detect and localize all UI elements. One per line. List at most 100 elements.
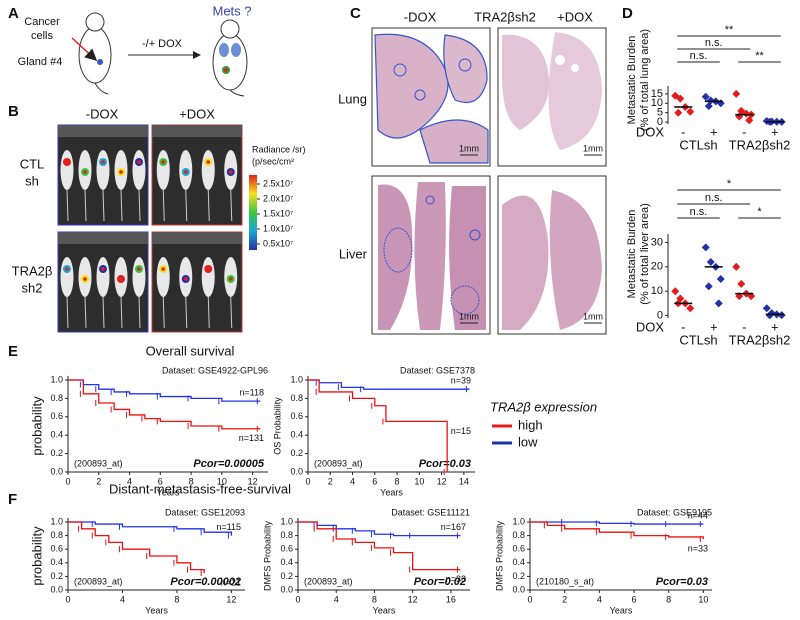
signal <box>161 267 166 271</box>
mouse-tail <box>102 296 105 329</box>
mouse <box>201 150 215 190</box>
y-tick-label: 0 <box>657 116 663 128</box>
y-tick-label: 0.2 <box>290 448 303 458</box>
x-tick-label: 12 <box>437 476 447 486</box>
n-label: n=118 <box>239 388 264 398</box>
x-axis-label: Years <box>373 605 396 615</box>
y-tick-label: 10 <box>651 285 663 297</box>
n-label: n=33 <box>446 574 466 584</box>
treatment-label: -/+ DOX <box>142 38 183 50</box>
y-tick-label: 0.4 <box>280 557 293 567</box>
mouse-tail <box>230 296 233 329</box>
survival-curve <box>530 521 704 525</box>
x-axis-label: Years <box>610 605 633 615</box>
x-tick-label: + <box>710 319 718 334</box>
mouse-tail <box>185 189 188 222</box>
legend-label: low <box>518 434 538 449</box>
mouse-tail <box>162 189 165 222</box>
y-axis-label: Metastatic Burden <box>626 210 638 299</box>
y-tick-label: 0.4 <box>50 557 63 567</box>
y-tick-label: 0.8 <box>50 530 63 540</box>
y-tick-label: 0.0 <box>512 584 525 594</box>
mouse-tail <box>207 296 210 329</box>
probe-label: (200893_at) <box>74 458 123 468</box>
y-tick-label: 20 <box>651 261 663 273</box>
section-heading: Distant-metastasis-free-survival <box>109 481 291 496</box>
x-tick-label: 12 <box>226 594 236 604</box>
x-tick-label: 8 <box>395 476 400 486</box>
group-label: CTLsh <box>679 332 717 347</box>
signal <box>161 160 166 164</box>
y-tick-label: 0.2 <box>50 571 63 581</box>
significance-label: * <box>727 178 732 190</box>
signal <box>228 277 233 281</box>
mouse <box>132 257 146 297</box>
x-tick-label: 8 <box>372 594 377 604</box>
data-point <box>671 287 680 296</box>
mouse-tail <box>185 296 188 329</box>
y-tick-label: 15 <box>651 88 663 100</box>
stat-label: Pcor=0.02 <box>414 576 466 588</box>
chart-title: Dataset: GSE12093 <box>165 507 245 517</box>
survival-curve <box>68 379 261 430</box>
survival-curve <box>308 379 448 472</box>
pointer-arrow <box>71 37 98 62</box>
y-tick-label: 0.2 <box>512 571 525 581</box>
survival-curve <box>308 379 470 390</box>
data-point <box>676 94 685 103</box>
x-tick-label: 12 <box>408 594 418 604</box>
data-point <box>732 89 741 98</box>
signal <box>65 267 69 271</box>
probe-label: (200893_at) <box>74 576 123 586</box>
x-tick-label: 4 <box>334 594 339 604</box>
data-point <box>732 262 741 271</box>
data-point <box>686 304 695 313</box>
y-tick-label: 0.8 <box>512 530 525 540</box>
x-tick-label: + <box>710 124 718 139</box>
panel-label: C <box>350 5 361 22</box>
significance-label: n.s. <box>705 37 723 49</box>
panel-a: Cancer cells Gland #4 -/+ DOX Mets ? <box>18 3 252 97</box>
y-tick-label: 10 <box>651 97 663 109</box>
x-tick-label: - <box>742 124 746 139</box>
data-point <box>704 282 713 291</box>
n-label: n=44 <box>688 510 708 520</box>
signal <box>119 170 123 174</box>
cells-label: Cancer <box>24 16 60 28</box>
column-label: +DOX <box>179 106 215 121</box>
y-tick-label: 0.8 <box>280 530 293 540</box>
n-label: n=167 <box>441 522 466 532</box>
x-tick-label: 0 <box>65 476 70 486</box>
n-label: n=131 <box>239 433 264 443</box>
data-point <box>745 116 754 125</box>
y-tick-label: 1.0 <box>280 516 293 526</box>
x-tick-label: + <box>771 319 779 334</box>
y-tick-label: 0.0 <box>50 584 63 594</box>
probe-label: (200893_at) <box>314 458 363 468</box>
chart-title: Dataset: GSE4922-GPL96 <box>162 365 268 375</box>
legend-title: TRA2β expression <box>490 399 597 414</box>
category-title: DOX <box>636 124 665 139</box>
data-point <box>704 102 713 111</box>
colorbar <box>249 175 257 250</box>
row-label: CTL <box>20 156 45 171</box>
x-tick-label: 4 <box>127 476 132 486</box>
y-tick-label: 0.0 <box>280 584 293 594</box>
n-label: n=15 <box>451 426 471 436</box>
group-label: TRA2βsh2 <box>729 332 791 347</box>
data-point <box>706 257 715 266</box>
legend-label: high <box>518 417 543 432</box>
x-tick-label: 10 <box>217 476 227 486</box>
stat-label: Pcor=0.00005 <box>193 458 265 470</box>
mouse <box>156 257 170 297</box>
y-tick-label: 0.6 <box>280 544 293 554</box>
data-point <box>742 109 751 118</box>
x-tick-label: 2 <box>328 476 333 486</box>
mouse-tail <box>120 189 123 222</box>
y-tick-label: 0.6 <box>512 544 525 554</box>
chart-title: Dataset: GSE7378 <box>400 365 475 375</box>
x-tick-label: 12 <box>248 476 258 486</box>
y-tick-label: 0 <box>657 309 663 321</box>
y-axis-label: OS Probability <box>272 397 282 455</box>
data-point <box>701 243 710 252</box>
